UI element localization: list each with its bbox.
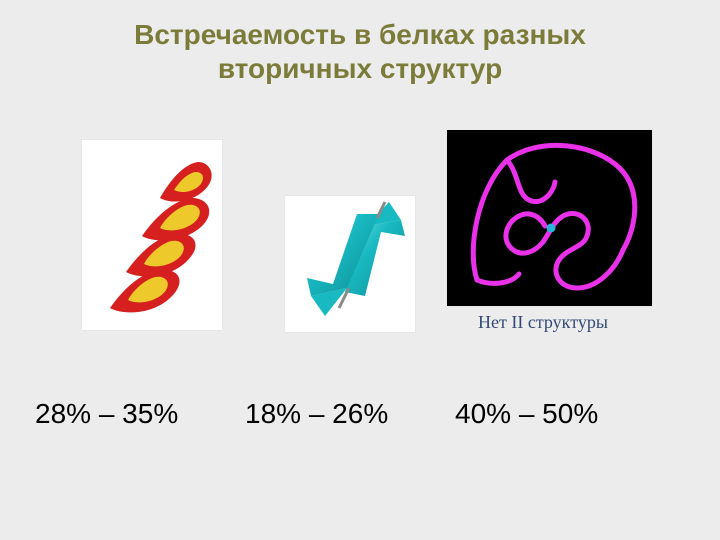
beta-sheet-icon: [285, 196, 415, 332]
alpha-helix-icon: [82, 140, 222, 330]
title-line-2: вторичных структур: [218, 53, 502, 84]
slide: Встречаемость в белках разных вторичных …: [0, 0, 720, 540]
pct-beta-sheet: 18% – 26%: [245, 398, 388, 430]
pct-alpha-helix: 28% – 35%: [35, 398, 178, 430]
panel-random-coil: [447, 130, 652, 306]
panel-beta-sheet: [285, 196, 415, 332]
pct-random-coil: 40% – 50%: [455, 398, 598, 430]
panel-alpha-helix: [82, 140, 222, 330]
random-coil-icon: [447, 130, 652, 306]
random-coil-sublabel: Нет II структуры: [478, 312, 608, 333]
title-line-1: Встречаемость в белках разных: [134, 19, 586, 50]
slide-title: Встречаемость в белках разных вторичных …: [0, 18, 720, 85]
